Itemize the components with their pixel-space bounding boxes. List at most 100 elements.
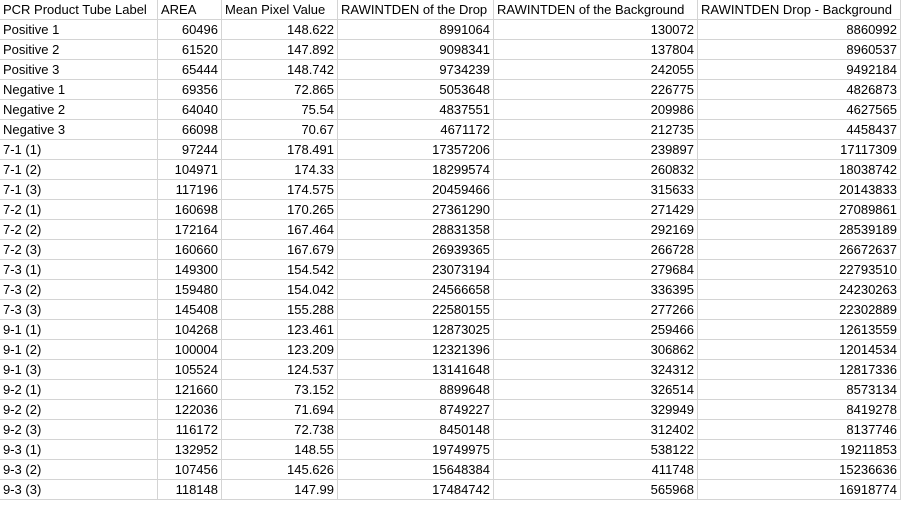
data-cell: 15648384 [338,460,494,480]
row-label: Positive 2 [0,40,158,60]
data-cell: 174.575 [222,180,338,200]
data-cell: 4671172 [338,120,494,140]
data-cell: 123.209 [222,340,338,360]
data-cell: 209986 [494,100,698,120]
data-cell: 8749227 [338,400,494,420]
data-cell: 4837551 [338,100,494,120]
header-cell: RAWINTDEN of the Background [494,0,698,20]
data-cell: 69356 [158,80,222,100]
data-cell: 4627565 [698,100,901,120]
data-cell: 9492184 [698,60,901,80]
data-cell: 71.694 [222,400,338,420]
row-label: Negative 1 [0,80,158,100]
data-cell: 145.626 [222,460,338,480]
data-cell: 22302889 [698,300,901,320]
row-label: Negative 2 [0,100,158,120]
data-cell: 329949 [494,400,698,420]
data-cell: 17484742 [338,480,494,500]
data-cell: 72.738 [222,420,338,440]
data-cell: 148.55 [222,440,338,460]
data-cell: 28539189 [698,220,901,240]
data-cell: 105524 [158,360,222,380]
data-cell: 75.54 [222,100,338,120]
row-label: 9-2 (2) [0,400,158,420]
data-cell: 17117309 [698,140,901,160]
row-label: 9-3 (1) [0,440,158,460]
data-cell: 212735 [494,120,698,140]
row-label: Positive 1 [0,20,158,40]
row-label: 9-1 (3) [0,360,158,380]
data-cell: 12873025 [338,320,494,340]
data-cell: 259466 [494,320,698,340]
data-cell: 124.537 [222,360,338,380]
data-cell: 27361290 [338,200,494,220]
data-cell: 565968 [494,480,698,500]
data-cell: 178.491 [222,140,338,160]
header-cell: Mean Pixel Value [222,0,338,20]
data-cell: 148.622 [222,20,338,40]
data-cell: 17357206 [338,140,494,160]
data-cell: 20143833 [698,180,901,200]
data-cell: 8991064 [338,20,494,40]
header-cell: RAWINTDEN of the Drop [338,0,494,20]
data-cell: 326514 [494,380,698,400]
data-cell: 279684 [494,260,698,280]
data-cell: 26672637 [698,240,901,260]
row-label: Negative 3 [0,120,158,140]
data-cell: 4458437 [698,120,901,140]
data-cell: 8450148 [338,420,494,440]
data-cell: 107456 [158,460,222,480]
row-label: 7-2 (3) [0,240,158,260]
data-cell: 70.67 [222,120,338,140]
data-cell: 4826873 [698,80,901,100]
data-cell: 167.679 [222,240,338,260]
data-cell: 23073194 [338,260,494,280]
data-cell: 12613559 [698,320,901,340]
row-label: Positive 3 [0,60,158,80]
header-cell: RAWINTDEN Drop - Background [698,0,901,20]
row-label: 9-2 (3) [0,420,158,440]
data-cell: 104268 [158,320,222,340]
data-cell: 24566658 [338,280,494,300]
data-cell: 315633 [494,180,698,200]
data-cell: 26939365 [338,240,494,260]
data-cell: 66098 [158,120,222,140]
data-cell: 24230263 [698,280,901,300]
data-cell: 538122 [494,440,698,460]
data-cell: 155.288 [222,300,338,320]
data-cell: 292169 [494,220,698,240]
data-cell: 15236636 [698,460,901,480]
data-cell: 260832 [494,160,698,180]
row-label: 7-2 (1) [0,200,158,220]
data-cell: 154.042 [222,280,338,300]
data-cell: 27089861 [698,200,901,220]
data-cell: 18038742 [698,160,901,180]
data-cell: 60496 [158,20,222,40]
row-label: 7-3 (3) [0,300,158,320]
row-label: 7-3 (1) [0,260,158,280]
data-cell: 159480 [158,280,222,300]
header-cell: PCR Product Tube Label [0,0,158,20]
data-cell: 116172 [158,420,222,440]
data-cell: 5053648 [338,80,494,100]
data-cell: 8419278 [698,400,901,420]
data-cell: 149300 [158,260,222,280]
data-cell: 8860992 [698,20,901,40]
data-cell: 271429 [494,200,698,220]
data-cell: 9734239 [338,60,494,80]
data-cell: 147.892 [222,40,338,60]
row-label: 7-1 (3) [0,180,158,200]
data-cell: 132952 [158,440,222,460]
data-cell: 148.742 [222,60,338,80]
data-cell: 130072 [494,20,698,40]
data-cell: 8960537 [698,40,901,60]
data-cell: 22580155 [338,300,494,320]
row-label: 7-3 (2) [0,280,158,300]
data-cell: 8137746 [698,420,901,440]
data-cell: 174.33 [222,160,338,180]
data-cell: 324312 [494,360,698,380]
row-label: 9-1 (2) [0,340,158,360]
data-cell: 154.542 [222,260,338,280]
data-cell: 117196 [158,180,222,200]
